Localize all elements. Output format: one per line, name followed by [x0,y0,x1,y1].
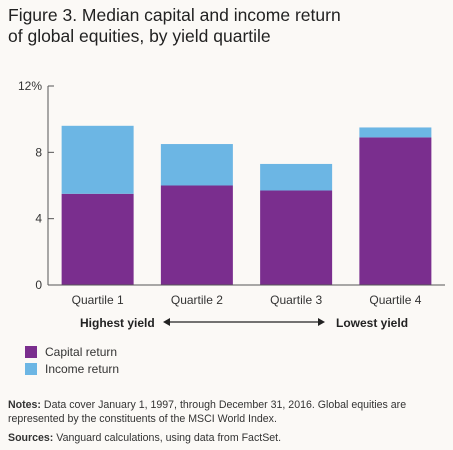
yield-arrow-left-head [163,318,170,326]
bar-income-q1 [61,125,134,194]
bar-income-q2 [160,144,233,186]
sources-text: Vanguard calculations, using data from F… [53,432,282,444]
legend-item-capital: Capital return [25,343,119,360]
legend: Capital return Income return [25,343,119,377]
x-tick-label: Quartile 1 [72,293,124,307]
chart-title-line-1: Figure 3. Median capital and income retu… [8,5,341,25]
bar-capital-q1 [61,193,134,285]
x-tick-label: Quartile 4 [369,293,421,307]
y-tick-label: 8 [35,145,42,159]
sources-paragraph: Sources: Vanguard calculations, using da… [8,431,448,445]
bar-income-q3 [260,163,333,191]
bar-capital-q2 [160,185,233,285]
bar-capital-q3 [260,190,333,285]
notes-paragraph: Notes: Data cover January 1, 1997, throu… [8,398,448,426]
y-tick-label: 12% [18,79,42,93]
legend-swatch-income [25,362,37,375]
legend-label-capital: Capital return [45,344,118,359]
highest-yield-label: Highest yield [80,316,155,330]
lowest-yield-label: Lowest yield [336,316,408,330]
legend-swatch-capital [25,345,37,358]
legend-label-income: Income return [45,361,120,376]
chart-title: Figure 3. Median capital and income retu… [8,5,448,47]
y-axis: 0 4 8 12% [18,79,54,292]
yield-arrow: Highest yield Lowest yield [80,316,408,330]
bars [61,125,432,285]
y-tick-label: 4 [35,212,42,226]
yield-arrow-right-head [318,318,325,326]
legend-item-income: Income return [25,360,119,377]
bar-income-q4 [359,127,432,138]
x-tick-label: Quartile 2 [171,293,223,307]
x-tick-label: Quartile 3 [270,293,322,307]
y-tick-label: 0 [35,278,42,292]
chart-title-line-2: of global equities, by yield quartile [8,26,271,46]
bar-capital-q4 [359,137,432,285]
sources-label: Sources: [8,432,54,444]
notes-label: Notes: [8,399,41,411]
footnotes: Notes: Data cover January 1, 1997, throu… [8,398,448,445]
x-axis: Quartile 1 Quartile 2 Quartile 3 Quartile 4 [48,284,445,307]
notes-text: Data cover January 1, 1997, through Dece… [8,399,407,425]
